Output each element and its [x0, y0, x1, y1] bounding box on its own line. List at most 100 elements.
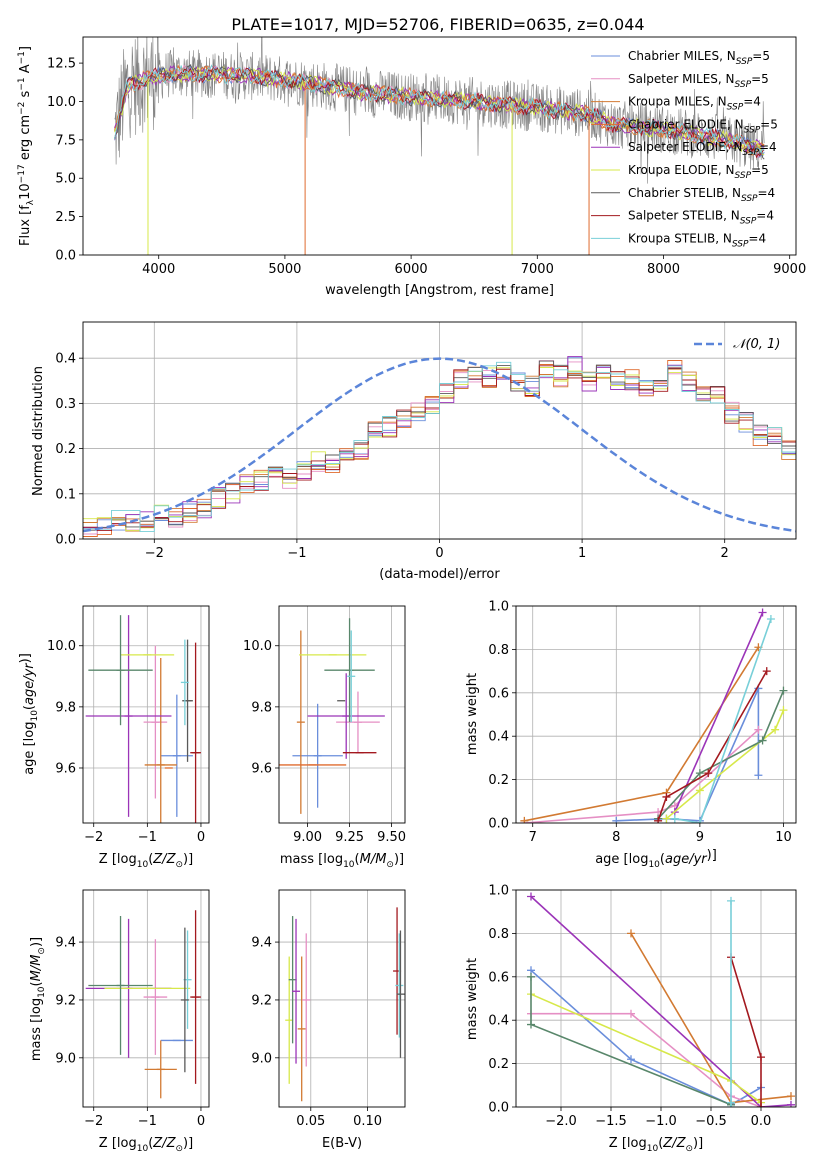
x-tick-label: −1.5: [595, 1114, 627, 1129]
y-tick-label: 2.5: [55, 210, 76, 225]
y-tick-label: 0.2: [488, 1057, 509, 1072]
axes-frame: [82, 889, 210, 1108]
y-tick-label: 9.0: [55, 1051, 76, 1066]
x-tick-label: 7000: [521, 262, 554, 277]
histogram-8: [83, 361, 796, 533]
x-tick-label: 0: [197, 830, 205, 845]
y-tick-label: 10.0: [243, 639, 272, 654]
series-marker: [662, 792, 671, 801]
x-tick-label: 9000: [773, 262, 806, 277]
series-marker: [695, 769, 704, 778]
x-tick-label: 8000: [647, 262, 680, 277]
x-tick-label: −0.5: [695, 1114, 727, 1129]
x-tick-label: −1: [138, 1114, 157, 1129]
y-tick-label: 9.4: [251, 936, 272, 951]
series-marker: [627, 1055, 635, 1064]
series-marker: [727, 1103, 735, 1107]
axes-frame: [515, 889, 797, 1108]
series-marker: [758, 736, 767, 745]
y-tick-label: 0.6: [488, 970, 509, 985]
series-marker: [627, 929, 635, 938]
series-marker: [627, 1009, 635, 1018]
x-tick-label: 9.25: [335, 830, 364, 845]
y-tick-label: 9.2: [55, 993, 76, 1008]
x-tick-label: −1.0: [645, 1114, 677, 1129]
plot-area: [527, 892, 795, 1107]
legend-entry: Chabrier ELODIE, NSSP=5: [628, 117, 778, 135]
model-line-8: [114, 64, 765, 155]
x-axis-label: E(B-V): [322, 1136, 362, 1151]
series-line-6: [657, 670, 768, 822]
legend-entry: Chabrier MILES, NSSP=5: [628, 49, 770, 67]
legend-entry: Kroupa MILES, NSSP=4: [628, 95, 761, 113]
y-tick-label: 1.0: [488, 884, 509, 899]
x-tick-label: −2: [84, 830, 103, 845]
series-marker: [695, 819, 704, 823]
x-tick-label: 8: [612, 830, 620, 845]
axes-frame: [515, 605, 797, 824]
plot-area: [85, 910, 201, 1099]
chart-mass_vs_Z: −2 −1 0 9.0 9.2 9.4 Z [log10(Z/Z⊙)] mass [log10…: [29, 889, 210, 1154]
axes-frame: [82, 36, 797, 256]
y-tick-label: 5.0: [55, 172, 76, 187]
x-tick-label: 0.10: [353, 1114, 382, 1129]
x-tick-label: −2.0: [545, 1114, 577, 1129]
legend-entry: Salpeter MILES, NSSP=5: [628, 72, 769, 90]
series-marker: [757, 1053, 765, 1062]
axes-frame: [82, 605, 210, 824]
y-axis-label: Normed distribution: [31, 366, 46, 496]
series-marker: [779, 686, 788, 695]
x-axis-label: mass [log10(M/M⊙)]: [280, 852, 404, 870]
series-marker: [520, 816, 529, 823]
series-marker: [654, 816, 663, 823]
y-axis-label: mass weight: [465, 673, 480, 755]
y-tick-label: 0.4: [488, 730, 509, 745]
x-tick-label: 0: [197, 1114, 205, 1129]
axes-frame: [82, 321, 797, 540]
legend-entry: Salpeter ELODIE, NSSP=4: [628, 140, 777, 158]
x-tick-label: 9.00: [293, 830, 322, 845]
histogram-7: [83, 365, 796, 532]
y-tick-label: 12.5: [47, 57, 76, 72]
y-tick-label: 0.0: [55, 533, 76, 548]
y-tick-label: 0.0: [488, 1101, 509, 1116]
series-marker: [662, 814, 671, 823]
series-line-3: [530, 895, 792, 1107]
series-line-5: [657, 690, 785, 820]
series-line-4: [665, 709, 785, 820]
plot-area: [279, 618, 385, 814]
y-axis-label: age [log10(age/yr)]: [18, 653, 40, 775]
axes-frame: [278, 889, 406, 1108]
series-marker: [779, 706, 788, 715]
y-tick-label: 10.0: [47, 95, 76, 110]
y-axis-label: Flux [fλ10−17 erg cm−2 s−1 A−1]: [17, 46, 36, 246]
y-tick-label: 0.2: [55, 442, 76, 457]
x-tick-label: 0: [435, 546, 443, 561]
y-tick-label: 9.0: [251, 1051, 272, 1066]
y-tick-label: 0.8: [488, 643, 509, 658]
y-tick-label: 9.6: [251, 761, 272, 776]
x-tick-label: −2: [84, 1114, 103, 1129]
y-tick-label: 0.4: [488, 1014, 509, 1029]
series-marker: [527, 1020, 535, 1029]
grid: [279, 606, 405, 823]
y-axis-label: mass [log10(M/M⊙)]: [29, 937, 47, 1061]
y-tick-label: 1.0: [488, 600, 509, 615]
series-line-0: [530, 969, 762, 1106]
x-axis-label: Z [log10(Z/Z⊙)]: [609, 1136, 703, 1154]
series-marker: [754, 725, 763, 734]
chart-mass_vs_ebv: 0.05 0.10 9.0 9.2 9.4 E(B-V): [251, 889, 406, 1151]
series-marker: [695, 786, 704, 795]
grid: [83, 890, 209, 1107]
x-axis-label: (data-model)/error: [379, 567, 500, 582]
y-tick-label: 0.2: [488, 773, 509, 788]
y-tick-label: 10.0: [47, 639, 76, 654]
series-marker: [766, 615, 775, 624]
plot-area: [285, 907, 405, 1102]
x-axis-label: age [log10(age/yr)]: [595, 848, 717, 870]
chart-residuals: −2 −1 0 1 2 0.0 0.1 0.2 0.3 0.4 (data-model)/error…: [31, 321, 797, 582]
y-tick-label: 7.5: [55, 133, 76, 148]
y-tick-label: 9.8: [55, 700, 76, 715]
series-line-7: [674, 618, 772, 823]
